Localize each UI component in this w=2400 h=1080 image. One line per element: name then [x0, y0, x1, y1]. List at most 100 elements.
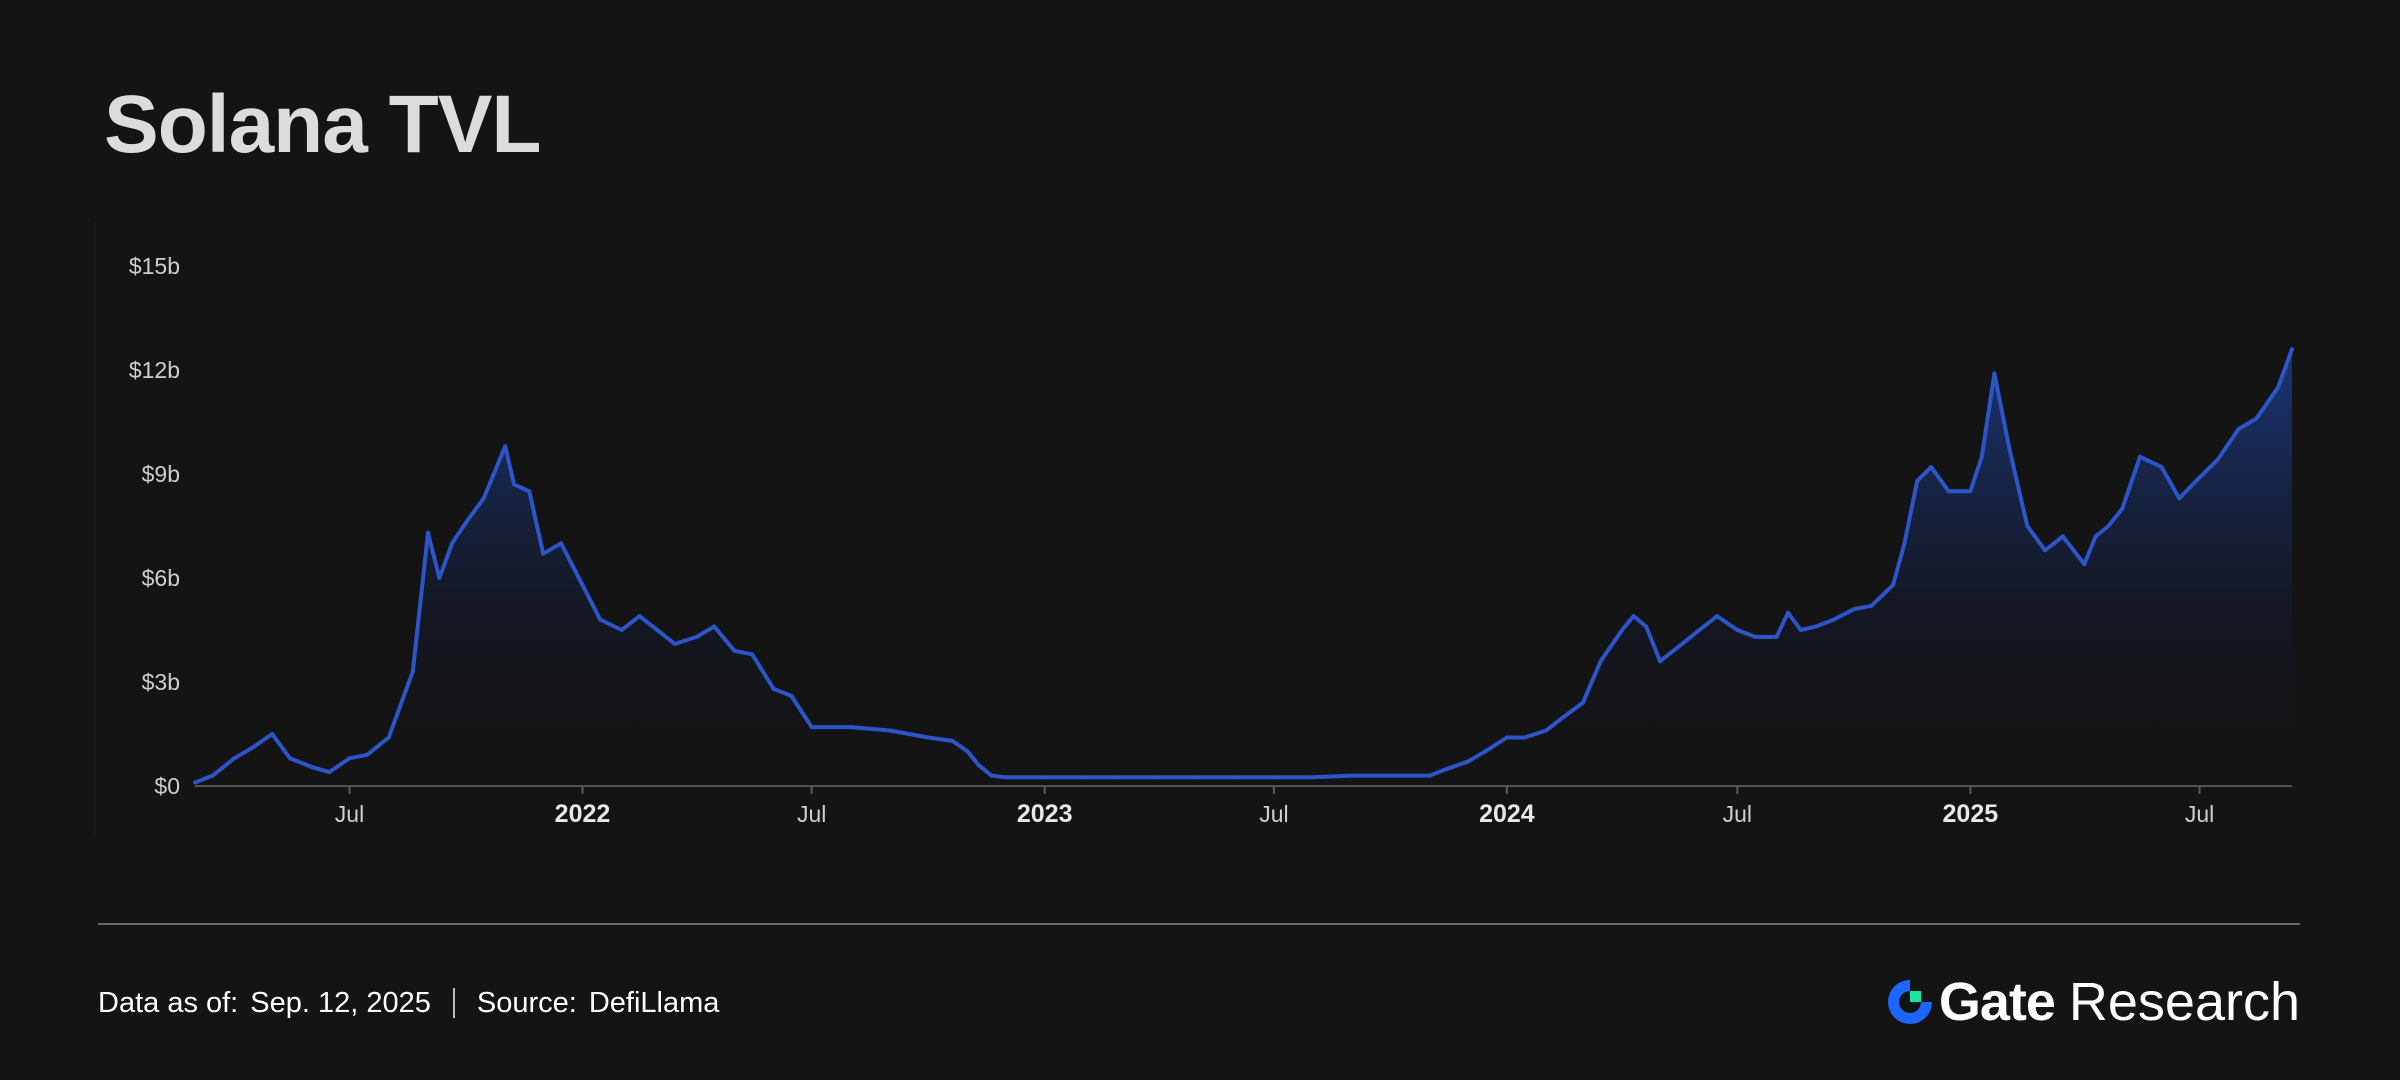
- x-tick-label: Jul: [1723, 801, 1752, 827]
- y-tick-label: $3b: [142, 669, 180, 695]
- y-tick-label: $12b: [129, 357, 180, 383]
- tvl-data-point: [2106, 524, 2111, 528]
- tvl-data-point: [347, 756, 352, 761]
- tvl-data-point: [1786, 610, 1790, 615]
- tvl-data-point: [2138, 454, 2142, 459]
- tvl-data-point: [193, 780, 197, 785]
- tvl-data-point: [481, 496, 486, 501]
- tvl-data-point: [1992, 371, 1997, 376]
- tvl-data-point: [1929, 465, 1934, 470]
- page-title: Solana TVL: [104, 79, 542, 170]
- tvl-data-point: [2093, 534, 2098, 539]
- x-tick-label: Jul: [1259, 801, 1288, 827]
- brand-suffix: Research: [2068, 972, 2300, 1032]
- tvl-points: [193, 347, 2294, 785]
- tvl-data-point: [410, 669, 415, 674]
- tvl-data-point: [888, 728, 893, 733]
- tvl-data-point: [559, 541, 563, 546]
- tvl-data-point: [1620, 628, 1625, 632]
- y-tick-label: $15b: [129, 253, 180, 279]
- tvl-data-point: [2060, 534, 2065, 539]
- tvl-data-point: [1697, 628, 1702, 632]
- tvl-data-point: [1798, 628, 1803, 632]
- tvl-data-point: [527, 489, 532, 494]
- tvl-data-point: [1580, 700, 1585, 705]
- tvl-data-point: [2197, 475, 2202, 480]
- tvl-data-point: [655, 628, 660, 632]
- tvl-data-point: [750, 652, 755, 657]
- tvl-data-point: [976, 763, 981, 768]
- tvl-data-point: [1774, 634, 1779, 639]
- x-tick-label: 2024: [1479, 800, 1535, 828]
- y-tick-label: $0: [154, 773, 180, 799]
- tvl-data-point: [1388, 773, 1393, 778]
- tvl-data-point: [450, 541, 455, 546]
- tvl-data-point: [1658, 659, 1663, 664]
- brand-name: Gate: [1938, 972, 2056, 1032]
- tvl-data-point: [327, 770, 332, 775]
- tvl-data-point: [1753, 634, 1758, 639]
- data-as-of-label: Data as of:: [98, 986, 239, 1019]
- tvl-data-point: [270, 732, 275, 736]
- tvl-chart: $0 $3b $6b $9b $12b $15b Jul 2022 Jul 2023 Jul 202…: [94, 222, 2294, 836]
- y-tick-label: $9b: [142, 461, 180, 487]
- tvl-data-point: [1813, 624, 1818, 629]
- x-tick-label: 2022: [555, 800, 611, 828]
- tvl-data-point: [637, 614, 642, 619]
- tvl-data-point: [1504, 735, 1509, 740]
- data-as-of-value: Sep. 12, 2025: [250, 986, 431, 1019]
- tvl-data-point: [398, 704, 403, 709]
- tvl-data-point: [1003, 775, 1008, 780]
- tvl-data-point: [464, 520, 468, 525]
- tvl-data-point: [503, 444, 508, 449]
- tvl-data-point: [1194, 775, 1199, 780]
- tvl-data-point: [1311, 775, 1316, 780]
- tvl-data-point: [1915, 478, 1920, 483]
- tvl-data-point: [771, 686, 776, 691]
- tvl-data-point: [694, 634, 699, 639]
- tvl-data-point: [426, 530, 430, 535]
- tvl-data-point: [210, 773, 215, 778]
- tvl-data-point: [232, 756, 237, 761]
- tvl-data-point: [2007, 447, 2012, 452]
- tvl-data-point: [1891, 582, 1896, 587]
- tvl-data-point: [1483, 749, 1488, 754]
- tvl-data-point: [1715, 614, 1720, 619]
- tvl-data-point: [1427, 773, 1432, 778]
- tvl-data-point: [580, 582, 585, 587]
- tvl-data-point: [732, 648, 737, 653]
- tvl-area: [195, 349, 2292, 786]
- tvl-data-point: [1631, 614, 1636, 619]
- tvl-data-point: [809, 725, 814, 730]
- tvl-data-point: [1156, 775, 1161, 780]
- tvl-data-point: [1979, 454, 1984, 459]
- tvl-data-point: [598, 617, 603, 622]
- tvl-data-point: [1522, 735, 1527, 740]
- tvl-data-point: [1412, 773, 1417, 778]
- x-tick-label: 2025: [1943, 800, 1999, 828]
- tvl-data-point: [1233, 775, 1238, 780]
- tvl-data-point: [1675, 645, 1680, 650]
- tvl-data-point: [2215, 458, 2220, 463]
- tvl-data-point: [2276, 385, 2281, 390]
- tvl-data-point: [309, 764, 314, 769]
- tvl-data-point: [848, 725, 853, 730]
- tvl-data-point: [1644, 624, 1649, 629]
- tvl-data-point: [1968, 489, 1973, 494]
- x-tick-label: Jul: [797, 801, 826, 827]
- tvl-data-point: [1350, 773, 1355, 778]
- source-label: Source:: [476, 986, 577, 1019]
- tvl-data-point: [2082, 562, 2087, 567]
- tvl-data-point: [1902, 541, 1907, 546]
- y-axis-ticks: $0 $3b $6b $9b $12b $15b: [129, 253, 180, 799]
- tvl-data-point: [989, 773, 994, 778]
- gate-logo-icon: [1887, 980, 1932, 1024]
- tvl-data-point: [2236, 426, 2241, 431]
- tvl-chart-svg: $0 $3b $6b $9b $12b $15b Jul 2022 Jul 2023 Jul 202…: [94, 222, 2294, 836]
- tvl-data-point: [541, 551, 546, 556]
- tvl-data-point: [1544, 728, 1549, 733]
- tvl-data-point: [2025, 524, 2030, 528]
- source-value: DefiLlama: [588, 986, 720, 1019]
- x-tick-label: Jul: [335, 801, 364, 827]
- x-tick-label: Jul: [2185, 801, 2214, 827]
